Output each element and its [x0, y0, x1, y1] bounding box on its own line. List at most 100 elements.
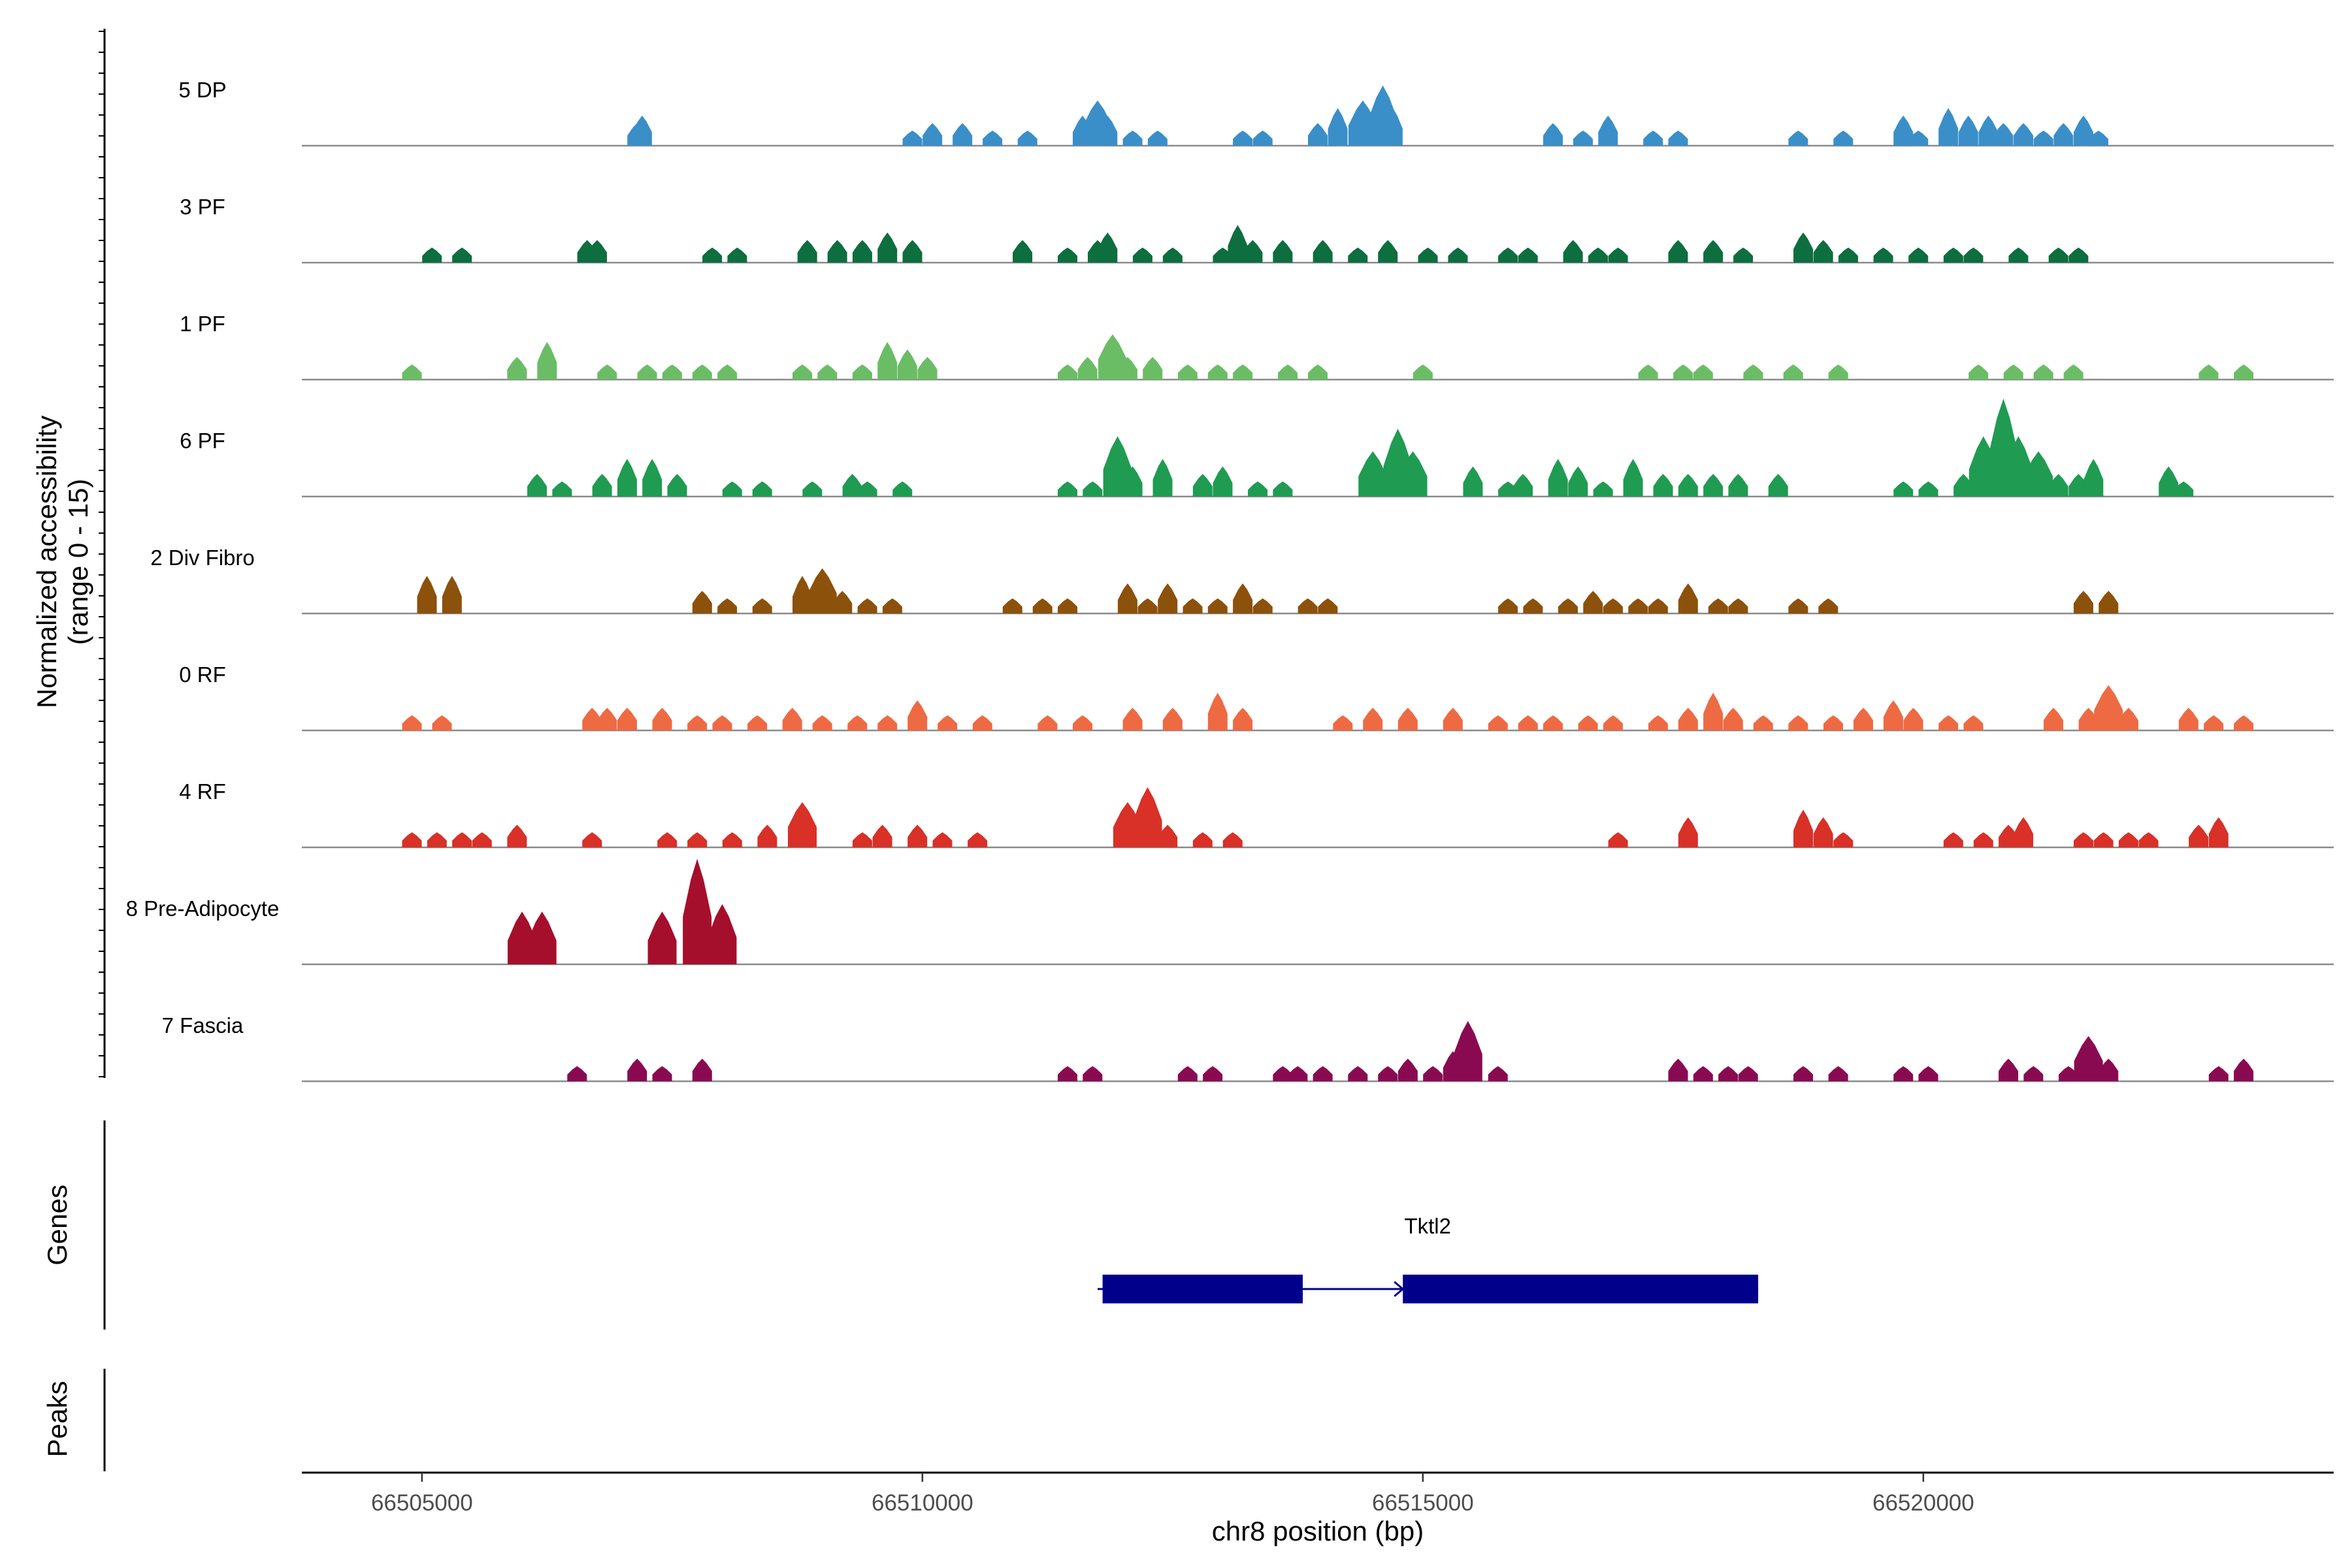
coverage-peak-6-pf-26	[1513, 474, 1533, 497]
coverage-peak-5-dp-29	[1958, 115, 1978, 146]
coverage-peak-6-pf-7	[752, 481, 772, 497]
coverage-peak-6-pf-24	[1463, 466, 1483, 497]
coverage-peak-7-fascia-22	[1793, 1066, 1814, 1081]
coverage-peak-7-fascia-28	[2059, 1066, 2079, 1081]
coverage-peak-3-pf-17	[1213, 247, 1233, 263]
coverage-peak-0-rf-5	[652, 708, 672, 730]
coverage-peak-6-pf-18	[1213, 466, 1233, 497]
coverage-peak-0-rf-26	[1488, 715, 1508, 730]
coverage-peak-2-div-fibro-10	[1002, 598, 1022, 613]
coverage-peak-1-pf-9	[817, 364, 838, 380]
coverage-peak-7-fascia-19	[1693, 1066, 1713, 1081]
coverage-peak-3-pf-12	[1057, 247, 1077, 263]
coverage-peak-5-dp-3	[923, 123, 943, 146]
coverage-peak-4-rf-5	[582, 832, 602, 847]
track-5-dp: 5 DP	[178, 78, 2334, 147]
peaks-panel-label: Peaks	[42, 1381, 73, 1458]
coverage-peak-2-div-fibro-30	[1708, 598, 1728, 613]
coverage-peak-0-rf-40	[1903, 708, 1923, 730]
coverage-peak-5-dp-2	[902, 130, 923, 146]
coverage-peak-1-pf-13	[917, 357, 938, 380]
coverage-peak-4-rf-23	[1793, 809, 1814, 847]
coverage-peak-3-pf-23	[1378, 240, 1398, 263]
coverage-peak-0-rf-25	[1443, 708, 1463, 730]
coverage-peak-7-fascia-1	[627, 1058, 647, 1081]
coverage-peak-0-rf-1	[432, 715, 452, 730]
coverage-peak-3-pf-27	[1518, 247, 1538, 263]
coverage-peak-0-rf-37	[1823, 715, 1843, 730]
coverage-peak-3-pf-1	[452, 247, 472, 263]
coverage-peak-4-rf-35	[2208, 817, 2229, 847]
coverage-peak-0-rf-21	[1233, 708, 1253, 730]
coverage-peak-4-rf-32	[2118, 832, 2138, 847]
y-axis-title-line2: (range 0 - 15)	[63, 479, 93, 645]
coverage-peak-6-pf-43	[2048, 474, 2068, 497]
coverage-peak-6-pf-45	[2083, 459, 2104, 497]
coverage-peak-4-rf-7	[687, 832, 708, 847]
coverage-peak-0-rf-49	[2234, 715, 2254, 730]
coverage-peak-6-pf-30	[1623, 459, 1643, 497]
x-tick-label-1: 66510000	[872, 1490, 973, 1516]
coverage-peak-4-rf-22	[1678, 817, 1698, 847]
coverage-peak-6-pf-3	[617, 459, 637, 497]
coverage-peak-4-rf-3	[472, 832, 492, 847]
coverage-peak-6-pf-1	[552, 481, 572, 497]
coverage-peak-4-rf-14	[932, 832, 953, 847]
coverage-peak-5-dp-1	[632, 115, 652, 146]
coverage-peak-5-dp-5	[983, 130, 1003, 146]
coverage-peak-6-pf-15	[1122, 466, 1143, 497]
coverage-peak-2-div-fibro-26	[1603, 598, 1623, 613]
coverage-peak-2-div-fibro-33	[1818, 598, 1838, 613]
coverage-peak-6-pf-37	[1918, 481, 1938, 497]
coverage-peak-3-pf-32	[1703, 240, 1723, 263]
coverage-peak-4-rf-24	[1813, 817, 1833, 847]
coverage-peak-2-div-fibro-9	[882, 598, 902, 613]
coverage-peak-6-pf-21	[1358, 451, 1388, 497]
coverage-peak-6-pf-29	[1593, 481, 1613, 497]
coverage-peak-2-div-fibro-7	[832, 591, 853, 613]
coverage-peak-1-pf-4	[637, 364, 657, 380]
coverage-peak-2-div-fibro-35	[2099, 591, 2119, 613]
coverage-peak-2-div-fibro-5	[792, 576, 813, 613]
track-0-rf: 0 RF	[179, 662, 2334, 732]
coverage-peak-8-pre-adipocyte-2	[647, 911, 677, 964]
coverage-peak-0-rf-31	[1648, 715, 1668, 730]
coverage-peak-3-pf-20	[1273, 240, 1293, 263]
coverage-peak-0-rf-2	[582, 708, 602, 730]
coverage-peak-1-pf-25	[1638, 364, 1658, 380]
coverage-peak-4-rf-27	[1973, 832, 1993, 847]
coverage-peak-3-pf-29	[1588, 247, 1608, 263]
coverage-peak-5-dp-19	[1543, 123, 1563, 146]
coverage-peak-1-pf-21	[1233, 364, 1253, 380]
coverage-peak-4-rf-6	[657, 832, 678, 847]
coverage-peak-5-dp-27	[1908, 130, 1929, 146]
coverage-peak-5-dp-36	[2088, 130, 2108, 146]
track-label-5-dp: 5 DP	[178, 78, 226, 102]
coverage-peak-6-pf-32	[1678, 474, 1698, 497]
coverage-peak-7-fascia-10	[1313, 1066, 1333, 1081]
track-1-pf: 1 PF	[180, 312, 2334, 381]
coverage-peak-0-rf-47	[2178, 708, 2198, 730]
coverage-peak-0-rf-41	[1938, 715, 1959, 730]
coverage-peak-1-pf-6	[692, 364, 712, 380]
coverage-peak-1-pf-1	[507, 357, 527, 380]
coverage-peak-7-fascia-0	[567, 1066, 587, 1081]
coverage-peak-6-pf-5	[667, 474, 687, 497]
coverage-peak-6-pf-42	[2024, 451, 2053, 497]
coverage-peak-1-pf-11	[877, 342, 898, 380]
coverage-peak-1-pf-28	[1743, 364, 1763, 380]
coverage-peak-0-rf-18	[1122, 708, 1143, 730]
coverage-peak-3-pf-8	[852, 240, 872, 263]
coverage-peak-3-pf-41	[2008, 247, 2029, 263]
coverage-peak-2-div-fibro-23	[1523, 598, 1543, 613]
coverage-peak-6-pf-33	[1703, 474, 1723, 497]
coverage-peak-3-pf-42	[2048, 247, 2068, 263]
coverage-peak-7-fascia-29	[2074, 1036, 2103, 1081]
x-tick-label-0: 66505000	[371, 1490, 473, 1516]
coverage-peak-5-dp-14	[1308, 123, 1328, 146]
coverage-peak-6-pf-31	[1653, 474, 1673, 497]
coverage-peak-6-pf-11	[892, 481, 913, 497]
gene-exon-1	[1102, 1275, 1303, 1303]
coverage-peak-7-fascia-31	[2208, 1066, 2229, 1081]
coverage-peak-1-pf-26	[1673, 364, 1693, 380]
